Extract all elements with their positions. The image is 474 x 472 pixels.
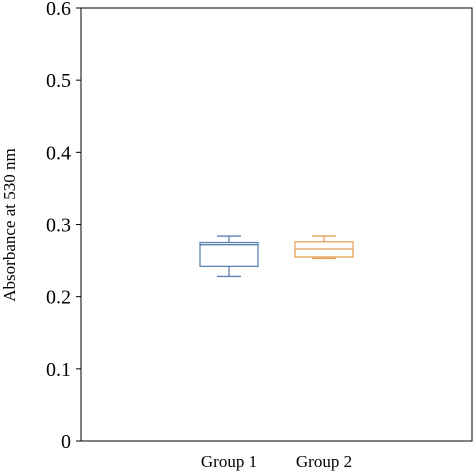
y-tick-label: 0.1 [46,359,71,381]
box-1 [199,235,259,278]
y-tick-label: 0.6 [46,0,71,20]
plot-frame [80,7,473,442]
y-tick-label: 0 [61,431,71,453]
y-axis-ticks: 0 0.1 0.2 0.3 0.4 0.5 0.6 [46,0,81,453]
x-category-label: Group 1 [201,452,257,471]
box-2 [294,235,354,260]
y-tick-label: 0.4 [46,142,71,164]
y-tick-label: 0.2 [46,287,71,309]
y-tick-label: 0.5 [46,70,71,92]
boxes-group [199,235,354,278]
x-axis-category-labels: Group 1 Group 2 [201,452,352,471]
x-category-label: Group 2 [296,452,352,471]
iqr-box [199,241,259,268]
y-axis-title: Absorbance at 530 nm [0,148,19,301]
y-tick-label: 0.3 [46,215,71,237]
